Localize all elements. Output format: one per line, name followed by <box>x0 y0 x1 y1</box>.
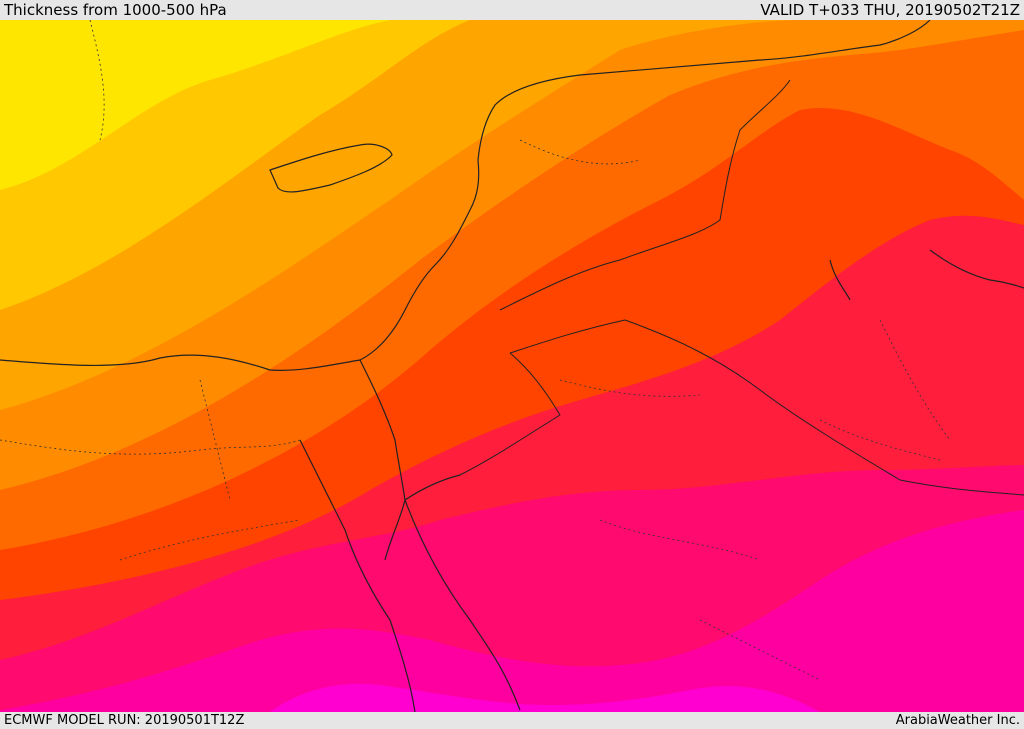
header-bar: Thickness from 1000-500 hPa VALID T+033 … <box>0 0 1024 20</box>
map-title: Thickness from 1000-500 hPa <box>4 1 227 19</box>
coastlines <box>0 20 1024 712</box>
borders <box>459 79 1024 496</box>
band-10 <box>270 683 820 712</box>
band-9 <box>0 510 1024 712</box>
internal-borders <box>0 20 951 681</box>
credit: ArabiaWeather Inc. <box>895 713 1020 728</box>
valid-time: VALID T+033 THU, 20190502T21Z <box>760 1 1020 19</box>
thickness-map <box>0 20 1024 712</box>
footer-bar: ECMWF MODEL RUN: 20190501T12Z ArabiaWeat… <box>0 712 1024 729</box>
model-run: ECMWF MODEL RUN: 20190501T12Z <box>4 713 245 728</box>
